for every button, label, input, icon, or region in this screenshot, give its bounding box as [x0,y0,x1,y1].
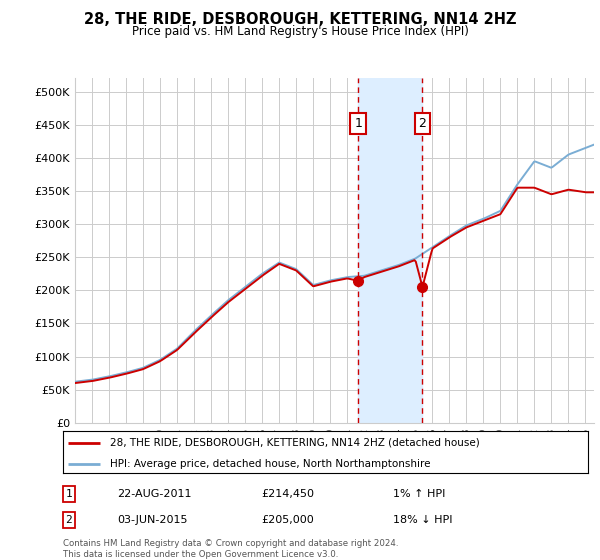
Bar [358,78,422,423]
Text: 18% ↓ HPI: 18% ↓ HPI [393,515,452,525]
Text: 1: 1 [65,489,73,499]
Text: 28, THE RIDE, DESBOROUGH, KETTERING, NN14 2HZ: 28, THE RIDE, DESBOROUGH, KETTERING, NN1… [84,12,516,27]
Text: 1: 1 [354,117,362,130]
Text: 2: 2 [419,117,427,130]
Text: 28, THE RIDE, DESBOROUGH, KETTERING, NN14 2HZ (detached house): 28, THE RIDE, DESBOROUGH, KETTERING, NN1… [110,438,480,448]
Text: 2: 2 [65,515,73,525]
Text: 03-JUN-2015: 03-JUN-2015 [117,515,187,525]
Text: HPI: Average price, detached house, North Northamptonshire: HPI: Average price, detached house, Nort… [110,459,431,469]
Text: £205,000: £205,000 [261,515,314,525]
Text: 1% ↑ HPI: 1% ↑ HPI [393,489,445,499]
Text: Contains HM Land Registry data © Crown copyright and database right 2024.
This d: Contains HM Land Registry data © Crown c… [63,539,398,559]
Text: Price paid vs. HM Land Registry's House Price Index (HPI): Price paid vs. HM Land Registry's House … [131,25,469,38]
Text: £214,450: £214,450 [261,489,314,499]
Text: 22-AUG-2011: 22-AUG-2011 [117,489,191,499]
